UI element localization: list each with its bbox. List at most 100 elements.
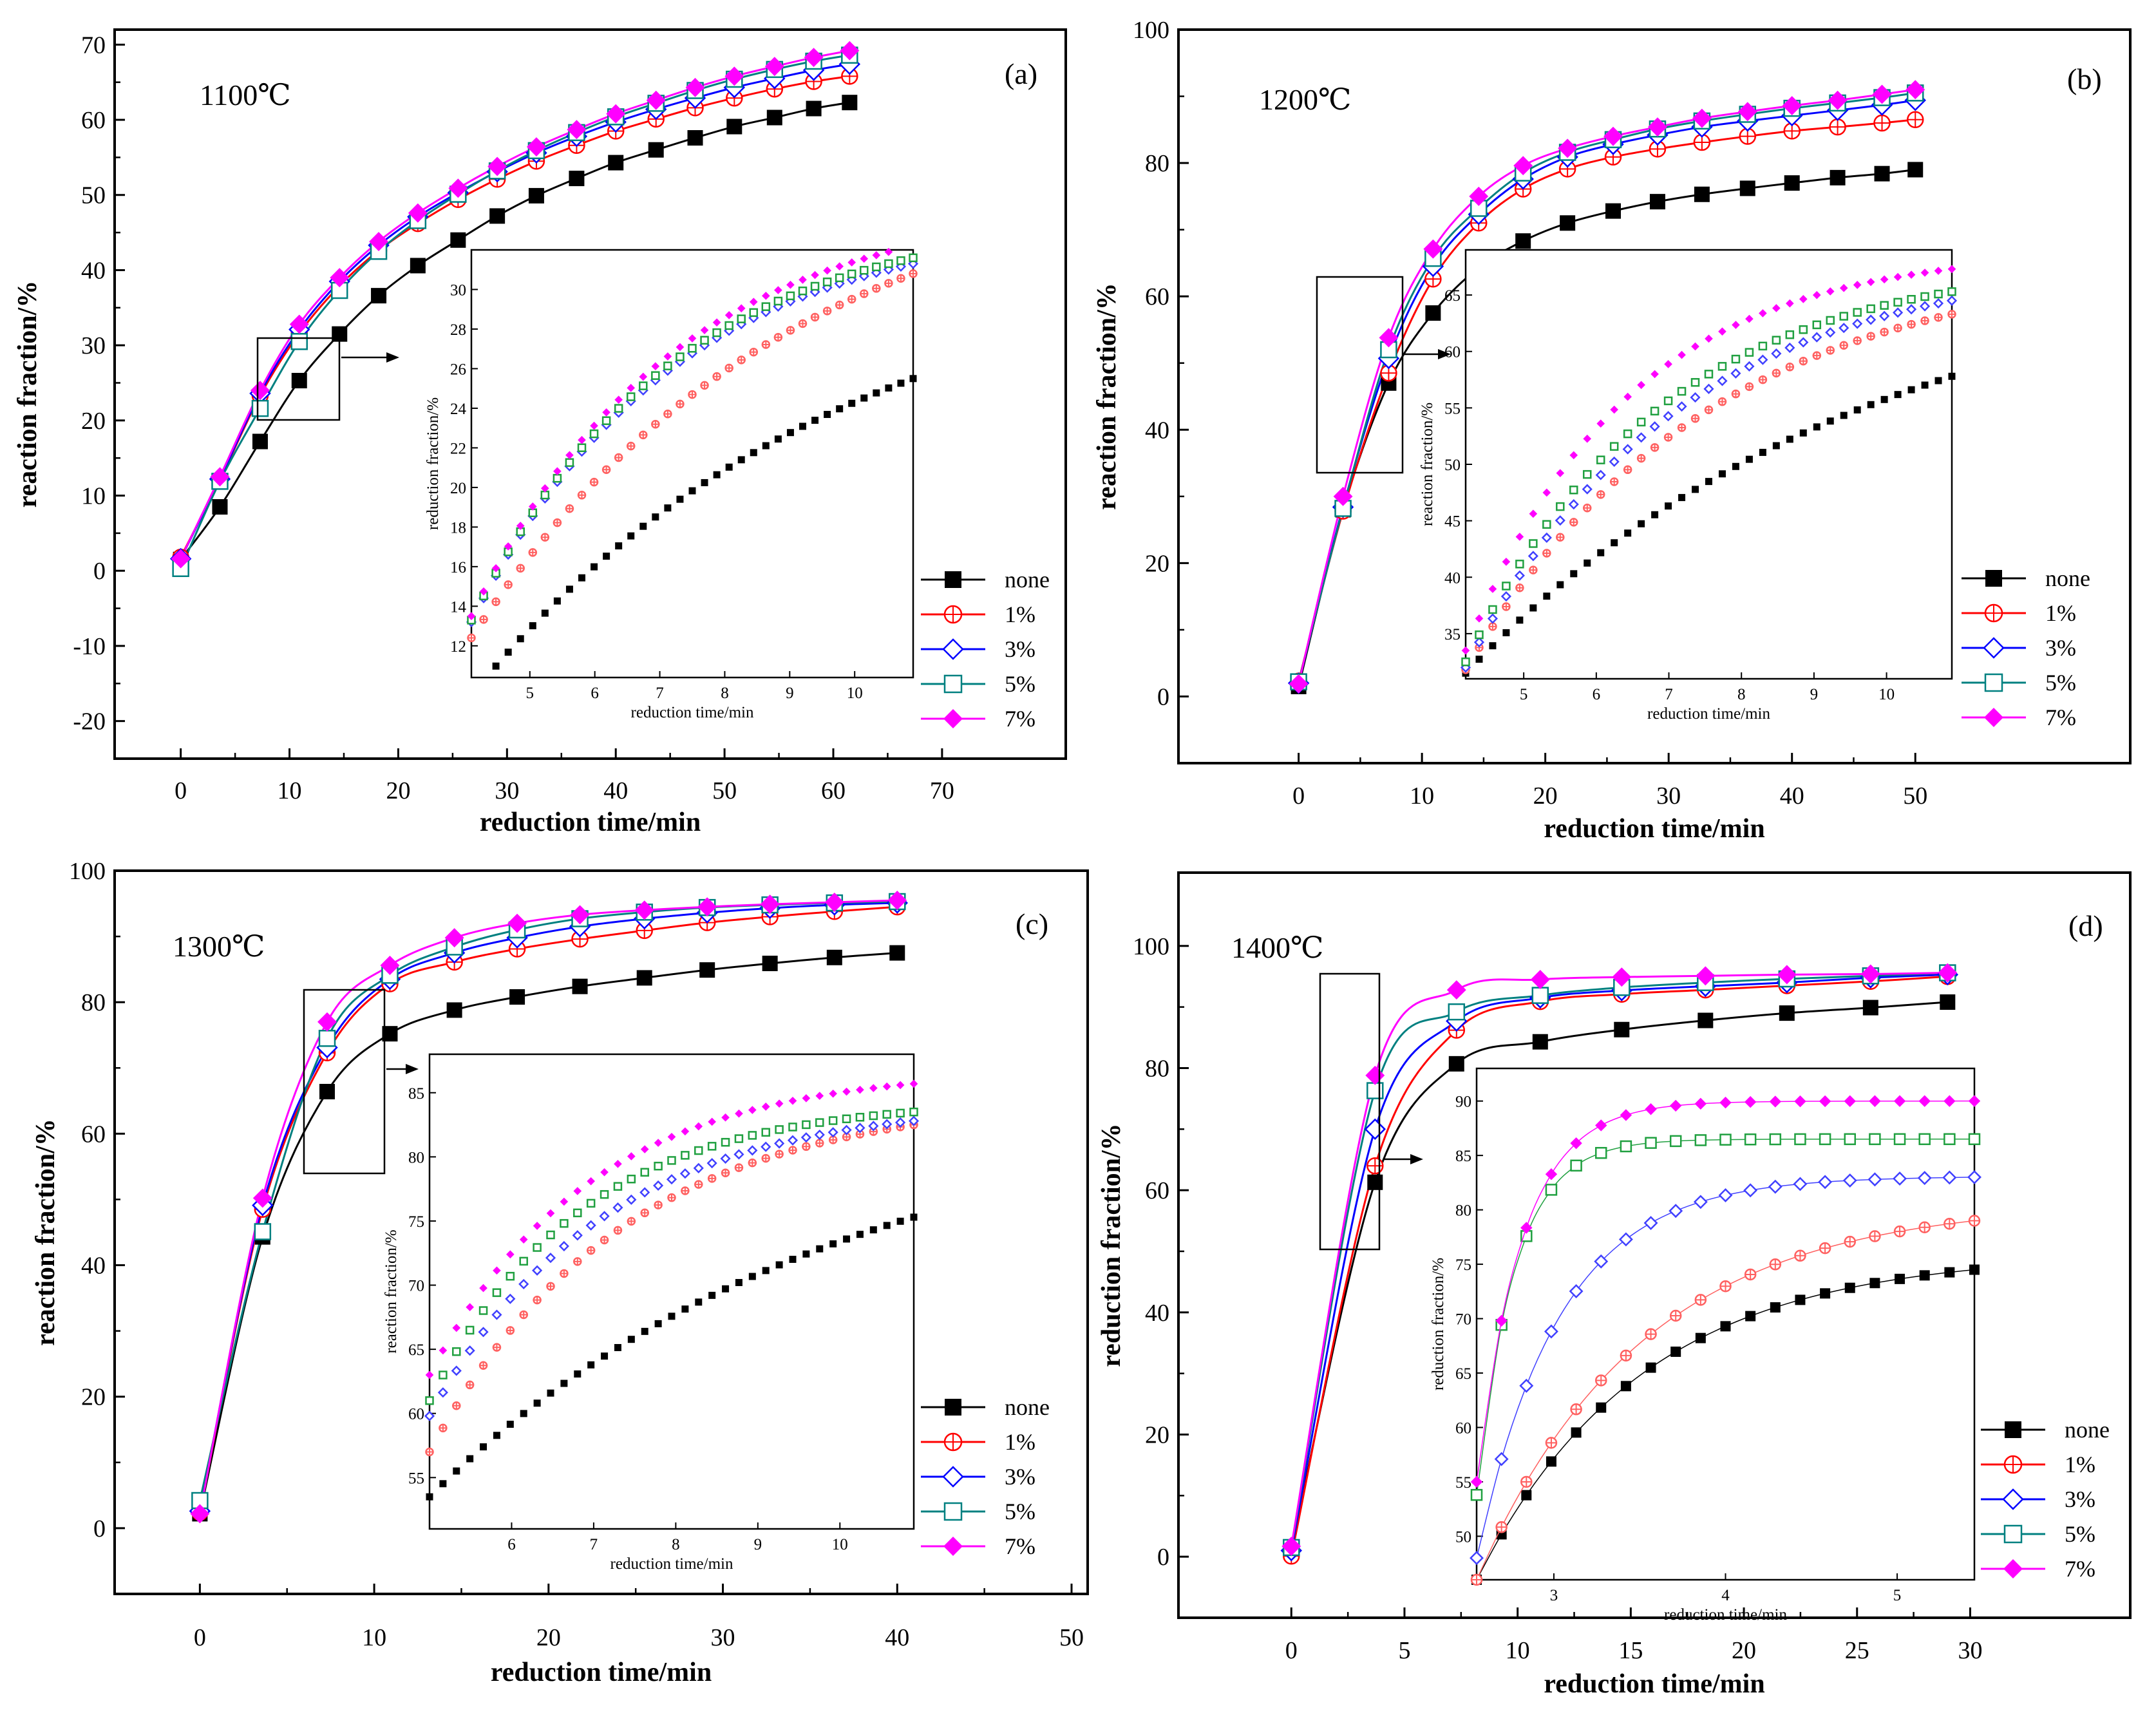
inset-data-point — [1919, 301, 1931, 312]
inset-data-point — [1690, 392, 1701, 403]
data-point — [1558, 138, 1578, 158]
inset-data-point — [706, 1158, 717, 1169]
data-point — [450, 232, 466, 248]
inset-data-point — [627, 1217, 636, 1226]
data-point — [190, 1504, 210, 1524]
inset-data-point — [1717, 362, 1727, 371]
inset-data-point — [1475, 630, 1484, 640]
series-markers-7pct — [171, 41, 860, 569]
inset-data-point — [1968, 1133, 1981, 1146]
inset-data-point — [708, 1291, 716, 1299]
inset-y-tick-label: 80 — [1455, 1202, 1471, 1220]
inset-data-point — [1584, 559, 1591, 567]
inset-data-point — [1637, 381, 1645, 390]
inset-data-point — [491, 564, 500, 573]
inset-data-point — [748, 1106, 757, 1114]
inset-data-point — [589, 477, 599, 487]
inset-data-point — [1570, 570, 1578, 578]
plot-frame — [1177, 28, 2132, 764]
inset-data-point — [829, 1240, 837, 1247]
inset-data-point — [1969, 1264, 1980, 1275]
inset-data-point — [1717, 397, 1727, 406]
inset-data-point — [546, 1209, 555, 1218]
inset-data-point — [910, 1213, 918, 1221]
inset-data-point — [1694, 1294, 1707, 1306]
inset-data-point — [1757, 354, 1768, 365]
inset-data-point — [1934, 377, 1942, 384]
inset-series-5pct — [1470, 1133, 1981, 1501]
data-point — [1364, 1118, 1386, 1141]
data-point — [572, 978, 588, 994]
inset-data-point — [1730, 368, 1741, 379]
inset-data-point — [1693, 1195, 1708, 1209]
inset-data-point — [504, 649, 512, 656]
inset-data-point — [1611, 539, 1618, 547]
inset-data-point — [1852, 318, 1863, 329]
y-tick-label: 60 — [1145, 283, 1169, 310]
y-tick-label: 20 — [81, 1384, 106, 1411]
inset-data-point — [1623, 392, 1632, 401]
inset-y-tick-label: 26 — [450, 361, 466, 378]
inset-data-point — [466, 1455, 474, 1463]
inset-data-point — [1893, 307, 1904, 318]
inset-data-point — [452, 1347, 461, 1356]
inset-data-point — [1718, 470, 1726, 478]
inset-data-point — [1489, 642, 1497, 650]
inset-data-point — [601, 1352, 609, 1360]
inset-data-point — [1785, 330, 1795, 339]
inset-data-point — [1799, 295, 1808, 303]
inset-data-point — [1968, 1215, 1981, 1227]
data-point — [1515, 233, 1531, 249]
inset-data-point — [775, 1125, 784, 1134]
y-tick-label: 0 — [93, 1515, 106, 1542]
inset-data-point — [1719, 1133, 1732, 1146]
inset-data-point — [589, 429, 599, 439]
data-point — [1696, 966, 1716, 986]
inset-series-line — [1476, 1177, 1975, 1559]
inset-data-point — [560, 1197, 569, 1206]
data-point — [1649, 140, 1667, 158]
data-point — [1333, 486, 1353, 506]
inset-data-point — [1664, 360, 1672, 368]
inset-data-point — [1545, 1437, 1558, 1449]
inset-data-point — [1794, 1133, 1806, 1146]
y-tick-label: 40 — [81, 1253, 106, 1280]
data-point — [1423, 239, 1443, 259]
inset-data-point — [653, 1180, 664, 1191]
inset-y-tick-label: 65 — [1455, 1365, 1471, 1383]
inset-data-point — [1500, 591, 1512, 602]
inset-data-point — [1772, 368, 1781, 378]
inset-data-point — [1867, 401, 1875, 408]
x-axis-title: reduction time/min — [491, 1658, 712, 1687]
inset-data-point — [1595, 1119, 1607, 1132]
data-point — [887, 890, 907, 910]
inset-x-tick-label: 6 — [591, 685, 599, 702]
data-point — [606, 104, 626, 124]
y-axis-title: reaction fraction/% — [1092, 283, 1122, 510]
inset-data-point — [676, 495, 684, 503]
inset-data-point — [1620, 1349, 1632, 1362]
data-point — [889, 945, 905, 961]
inset-x-axis-title: reduction time/min — [610, 1555, 733, 1573]
inset-data-point — [1768, 1179, 1782, 1194]
inset-data-point — [1731, 389, 1741, 399]
inset-data-point — [614, 453, 623, 462]
data-point — [1425, 305, 1441, 321]
inset-data-point — [439, 1480, 447, 1488]
inset-y-tick-label: 35 — [1444, 626, 1461, 643]
inset-data-point — [802, 1094, 811, 1103]
inset-data-point — [737, 456, 745, 464]
inset-data-point — [1570, 1137, 1582, 1150]
data-point — [1779, 1005, 1795, 1021]
inset-data-point — [1772, 336, 1781, 345]
inset-y-tick-label: 18 — [450, 519, 466, 536]
inset-data-point — [1844, 1133, 1856, 1146]
inset-data-point — [860, 394, 868, 402]
inset-data-point — [1651, 511, 1659, 518]
inset-data-point — [641, 1327, 648, 1335]
inset-data-point — [1669, 1309, 1682, 1322]
inset-data-point — [835, 262, 844, 270]
series-markers-7pct — [1289, 80, 1925, 694]
data-point — [289, 314, 309, 334]
